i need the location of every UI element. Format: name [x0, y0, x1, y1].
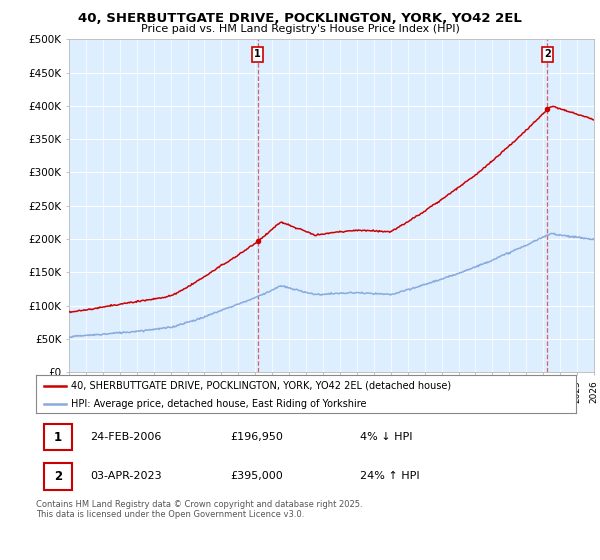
Text: £196,950: £196,950 — [230, 432, 283, 442]
Text: 2: 2 — [544, 49, 551, 59]
Text: HPI: Average price, detached house, East Riding of Yorkshire: HPI: Average price, detached house, East… — [71, 399, 367, 409]
Text: 40, SHERBUTTGATE DRIVE, POCKLINGTON, YORK, YO42 2EL: 40, SHERBUTTGATE DRIVE, POCKLINGTON, YOR… — [78, 12, 522, 25]
Text: 2: 2 — [54, 470, 62, 483]
Text: 40, SHERBUTTGATE DRIVE, POCKLINGTON, YORK, YO42 2EL (detached house): 40, SHERBUTTGATE DRIVE, POCKLINGTON, YOR… — [71, 381, 451, 391]
Text: 03-APR-2023: 03-APR-2023 — [90, 472, 161, 482]
Text: £395,000: £395,000 — [230, 472, 283, 482]
Text: 1: 1 — [54, 431, 62, 444]
Text: 1: 1 — [254, 49, 261, 59]
Text: 24% ↑ HPI: 24% ↑ HPI — [360, 472, 419, 482]
Bar — [44, 463, 72, 489]
Text: Price paid vs. HM Land Registry's House Price Index (HPI): Price paid vs. HM Land Registry's House … — [140, 24, 460, 34]
Text: 4% ↓ HPI: 4% ↓ HPI — [360, 432, 413, 442]
Bar — [44, 424, 72, 450]
Text: Contains HM Land Registry data © Crown copyright and database right 2025.
This d: Contains HM Land Registry data © Crown c… — [36, 500, 362, 519]
Text: 24-FEB-2006: 24-FEB-2006 — [90, 432, 161, 442]
